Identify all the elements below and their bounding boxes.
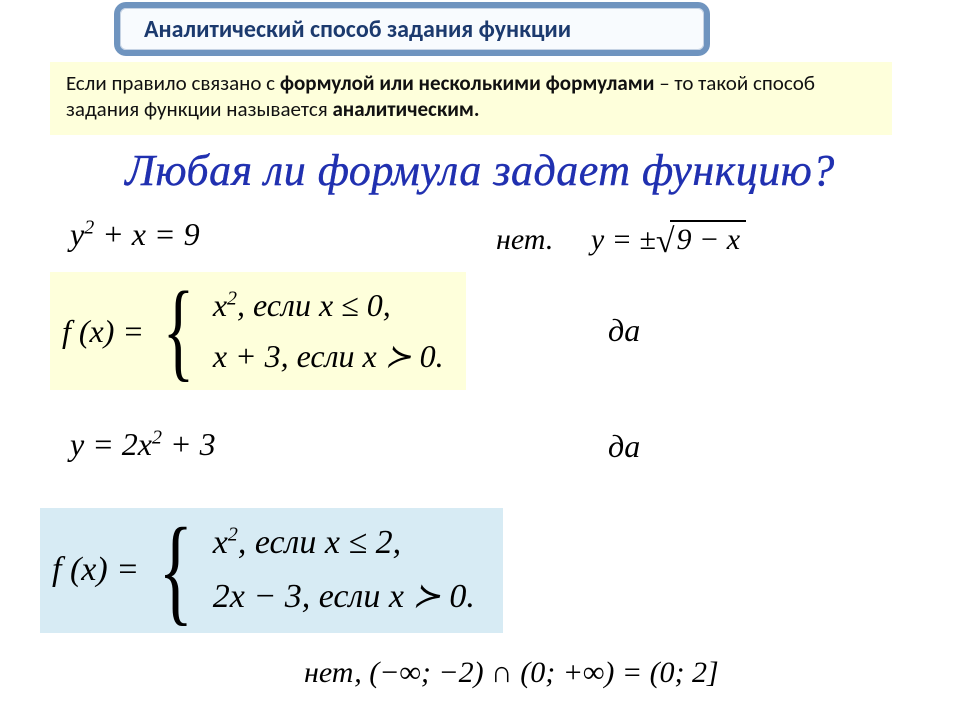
piece1-fx: f (x) =	[62, 313, 144, 350]
slide-title: Аналитический способ задания функции	[144, 15, 571, 44]
slide-title-box: Аналитический способ задания функции	[120, 8, 704, 50]
p1-l1exp: 2	[227, 287, 237, 309]
p1-l2: x + 3, если x ≻ 0.	[213, 338, 444, 374]
answer-3-da: да	[608, 428, 640, 465]
piece2-fx: f (x) =	[52, 551, 139, 589]
eq1-y: y	[70, 216, 84, 252]
p1-l1a: x	[213, 287, 227, 323]
defn-bold1: формулой или несколькими формулами	[280, 70, 655, 96]
answer-1: нет. y = ±√9 − x	[496, 218, 746, 258]
equation-3: y = 2x2 + 3	[70, 426, 216, 463]
answer-2-da: да	[608, 312, 640, 349]
ans1-yeq: y = ±	[591, 223, 656, 256]
eq1-rest: + x = 9	[94, 216, 199, 252]
defn-bold2: аналитическим.	[332, 96, 479, 122]
answer-bottom: нет, (−∞; −2) ∩ (0; +∞) = (0; 2]	[304, 656, 719, 690]
p2-l1exp: 2	[228, 524, 238, 546]
defn-pre: Если правило связано с	[66, 70, 280, 96]
p1-l1b: , если x ≤ 0,	[237, 287, 391, 323]
piecewise-2: f (x) = { x2, если x ≤ 2, 2x − 3, если x…	[40, 508, 503, 633]
brace-icon-2: {	[159, 531, 194, 609]
ans1-no: нет.	[496, 223, 553, 256]
p2-l1b: , если x ≤ 2,	[238, 524, 401, 561]
eq3-b: + 3	[162, 426, 216, 462]
eq3-exp: 2	[152, 426, 162, 448]
sqrt-icon: √9 − x	[656, 218, 746, 258]
equation-1: y2 + x = 9	[70, 216, 200, 253]
definition-box: Если правило связано с формулой или неск…	[50, 62, 892, 135]
eq3-a: y = 2x	[70, 426, 152, 462]
ans1-rad: 9 − x	[675, 223, 747, 256]
question-heading: Любая ли формула задает функцию?	[80, 145, 880, 196]
eq1-exp: 2	[84, 216, 94, 238]
p2-l2: 2x − 3, если x ≻ 0.	[213, 578, 475, 615]
ans-bottom-text: нет, (−∞; −2) ∩ (0; +∞) = (0; 2]	[304, 656, 719, 689]
brace-icon: {	[163, 295, 195, 367]
piecewise-1: f (x) = { x2, если x ≤ 0, x + 3, если x …	[50, 272, 466, 390]
p2-l1a: x	[213, 524, 228, 561]
